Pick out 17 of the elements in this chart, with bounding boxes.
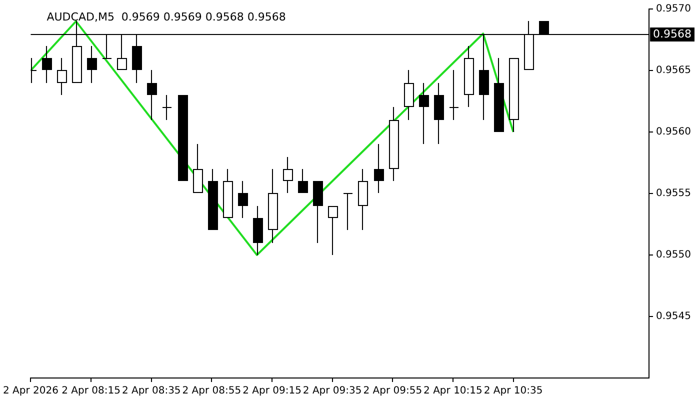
y-tick-label: 0.9570 [656, 4, 692, 15]
x-tick-label: 2 Apr 09:35 [302, 386, 362, 397]
ref-line-label: 0.9568 [653, 27, 692, 40]
x-tick-label: 2 Apr 10:15 [424, 386, 482, 397]
chart-title: AUDCAD,M5 0.9569 0.9569 0.9568 0.9568 [46, 10, 286, 24]
y-tick-label: 0.9545 [656, 311, 692, 322]
x-tick-label: 2 Apr 09:15 [242, 386, 302, 397]
x-tick-label: 2 Apr 10:35 [484, 386, 543, 397]
y-tick-label: 0.9555 [656, 188, 692, 200]
y-tick-label: 0.9565 [656, 65, 692, 76]
x-tick-label: 2 Apr 08:35 [122, 386, 181, 397]
y-tick-label: 0.9550 [656, 250, 692, 261]
x-tick-label: 2 Apr 09:55 [363, 386, 422, 397]
x-tick-label: 2 Apr 08:55 [182, 386, 242, 397]
x-tick-label: 2 Apr 08:15 [62, 386, 120, 397]
y-tick-label: 0.9560 [656, 126, 692, 138]
x-tick-label: 2 Apr 2026 [3, 386, 58, 397]
